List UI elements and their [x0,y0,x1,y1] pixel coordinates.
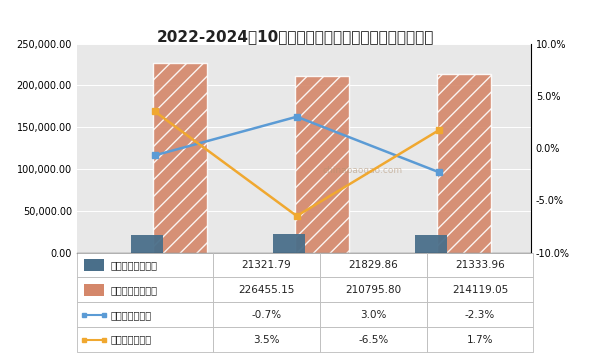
Text: -0.7%: -0.7% [251,310,281,320]
Bar [77,302,213,327]
Bar [320,327,427,352]
Bar [77,327,213,352]
Bar [274,234,304,253]
Bar [84,260,104,271]
Bar [213,253,320,277]
Text: 214119.05: 214119.05 [452,285,508,295]
Bar [213,302,320,327]
Bar [427,277,533,302]
Text: 当期值同比增速: 当期值同比增速 [111,310,152,320]
Bar [213,327,320,352]
Bar [84,284,104,295]
Bar [437,74,491,253]
Bar [77,277,213,302]
Bar [427,327,533,352]
Bar [132,235,163,253]
Bar [320,253,427,277]
Text: 21829.86: 21829.86 [348,260,398,270]
Text: 21321.79: 21321.79 [241,260,291,270]
Text: 当期值（万美元）: 当期值（万美元） [111,260,158,270]
Bar [77,253,213,277]
Text: chinabaogao.com: chinabaogao.com [323,166,403,175]
Text: 2022-2024年10月我国进口总额及其同比增速变化情况: 2022-2024年10月我国进口总额及其同比增速变化情况 [156,29,434,44]
Text: -6.5%: -6.5% [358,335,388,344]
Bar [320,302,427,327]
Bar [213,277,320,302]
Text: 累计值（万美元）: 累计值（万美元） [111,285,158,295]
Text: 1.7%: 1.7% [467,335,493,344]
Bar [320,277,427,302]
Bar [415,235,447,253]
Bar [296,76,349,253]
Text: 226455.15: 226455.15 [238,285,294,295]
Text: 3.0%: 3.0% [360,310,386,320]
Bar [427,253,533,277]
Bar [427,302,533,327]
Text: 21333.96: 21333.96 [455,260,505,270]
Text: -2.3%: -2.3% [465,310,495,320]
Text: 累计值同比增速: 累计值同比增速 [111,335,152,344]
Bar [153,63,207,253]
Text: 3.5%: 3.5% [253,335,280,344]
Text: 210795.80: 210795.80 [345,285,401,295]
